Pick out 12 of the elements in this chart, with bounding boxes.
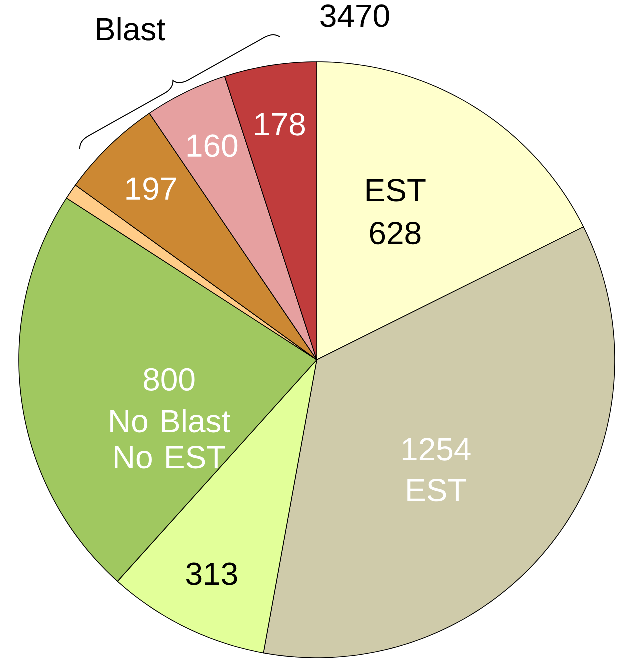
slice-label: No Blast No EST: [110, 409, 230, 469]
text: 3470: [320, 4, 390, 28]
slice-label: EST: [408, 479, 467, 502]
slice-label: EST: [366, 179, 426, 202]
data-label: 628: [370, 222, 421, 245]
data-label: 800: [144, 368, 195, 391]
text: Blast: [97, 17, 166, 41]
data-label: 1254: [402, 438, 471, 461]
data-label: 197: [126, 178, 176, 200]
data-label: 160: [188, 134, 238, 158]
data-label: 313: [186, 562, 238, 586]
data-label: 178: [255, 113, 306, 136]
